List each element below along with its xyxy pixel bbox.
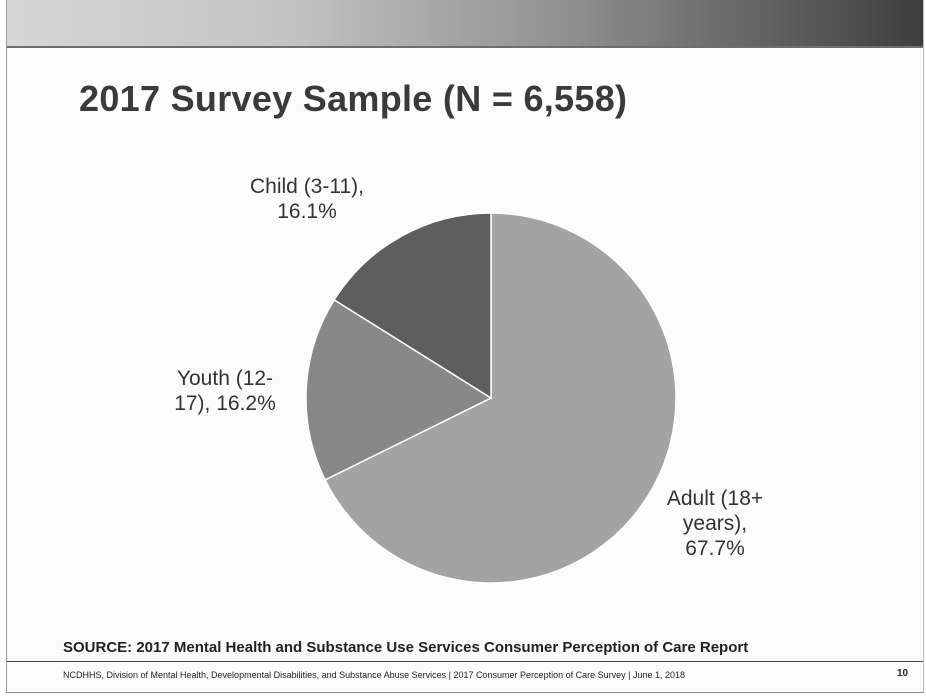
source-note: SOURCE: 2017 Mental Health and Substance… [63, 639, 749, 656]
slice-label-line: years), [683, 512, 747, 535]
slide-title: 2017 Survey Sample (N = 6,558) [79, 78, 628, 119]
slice-label-1: Youth (12-17), 16.2% [174, 367, 276, 415]
slice-label-line: 67.7% [685, 537, 745, 560]
slice-label-line: 16.1% [277, 200, 337, 223]
page-number: 10 [897, 668, 909, 679]
slice-label-line: 17), 16.2% [174, 392, 276, 415]
pie-slice-0 [324, 212, 677, 584]
header-band [7, 0, 923, 46]
slice-label-2: Child (3-11), 16.1% [250, 175, 364, 223]
slide: 2017 Survey Sample (N = 6,558) Adult (18… [6, 0, 924, 693]
slice-label-line: Adult (18+ [667, 487, 763, 510]
pie-chart: Adult (18+ years), 67.7% Youth (12-17), 16.… [174, 175, 763, 584]
pie-slice-2 [333, 212, 492, 400]
pie-slice-1 [305, 298, 493, 481]
slice-label-0: Adult (18+ years), 67.7% [667, 487, 763, 560]
slice-label-line: Youth (12- [177, 367, 273, 390]
footer-text: NCDHHS, Division of Mental Health, Devel… [63, 670, 685, 680]
footer-rule [7, 661, 923, 662]
slice-label-line: Child (3-11), [250, 175, 364, 198]
header-rule [7, 46, 923, 48]
